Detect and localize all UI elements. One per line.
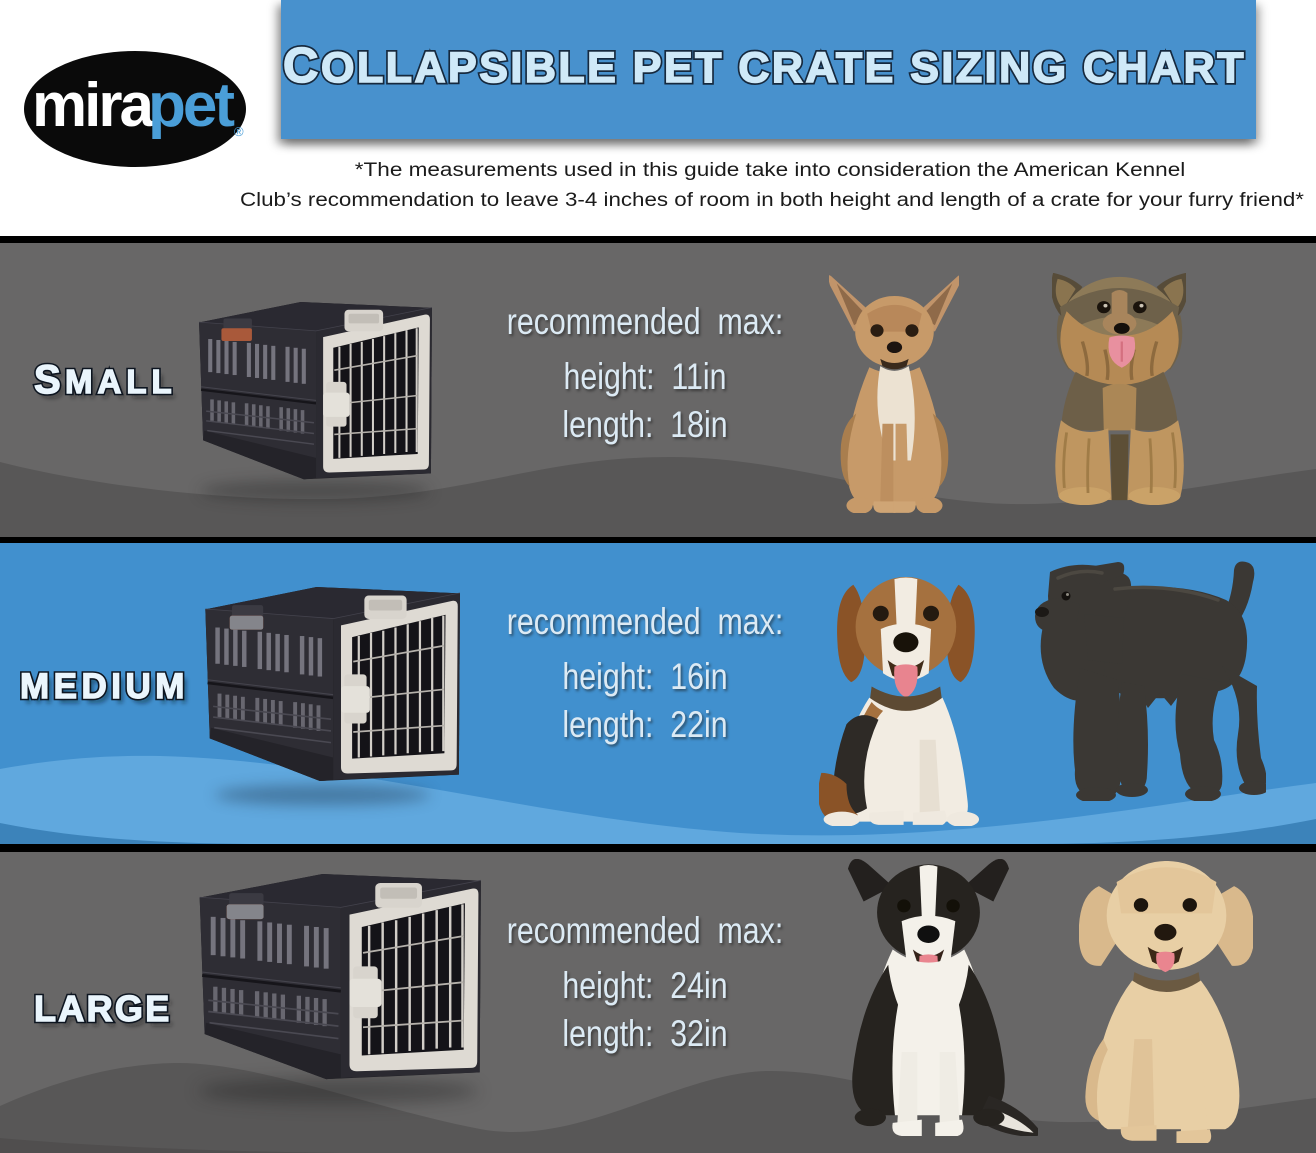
svg-text:LARGE: LARGE xyxy=(34,988,172,1029)
svg-text:OLLAPSIBLE PET CRATE SIZING CH: OLLAPSIBLE PET CRATE SIZING CHART xyxy=(321,44,1246,92)
svg-text:pet: pet xyxy=(148,71,234,140)
svg-text:LARGE: LARGE xyxy=(34,988,172,1029)
svg-text:C: C xyxy=(283,39,318,93)
svg-text:S: S xyxy=(38,363,65,407)
svg-text:C: C xyxy=(283,39,318,93)
svg-text:MEDIUM: MEDIUM xyxy=(20,667,189,706)
svg-text:MALL: MALL xyxy=(65,363,177,400)
svg-text:OLLAPSIBLE PET CRATE SIZING CH: OLLAPSIBLE PET CRATE SIZING CHART xyxy=(321,44,1246,92)
svg-text:MALL: MALL xyxy=(69,368,181,405)
svg-text:LARGE: LARGE xyxy=(38,993,176,1034)
svg-text:®: ® xyxy=(234,124,244,139)
svg-text:MEDIUM: MEDIUM xyxy=(24,672,193,711)
svg-text:S: S xyxy=(34,358,61,402)
svg-text:S: S xyxy=(34,358,61,402)
svg-text:MEDIUM: MEDIUM xyxy=(20,667,189,706)
svg-text:mira: mira xyxy=(32,71,154,140)
svg-text:MALL: MALL xyxy=(65,363,177,400)
